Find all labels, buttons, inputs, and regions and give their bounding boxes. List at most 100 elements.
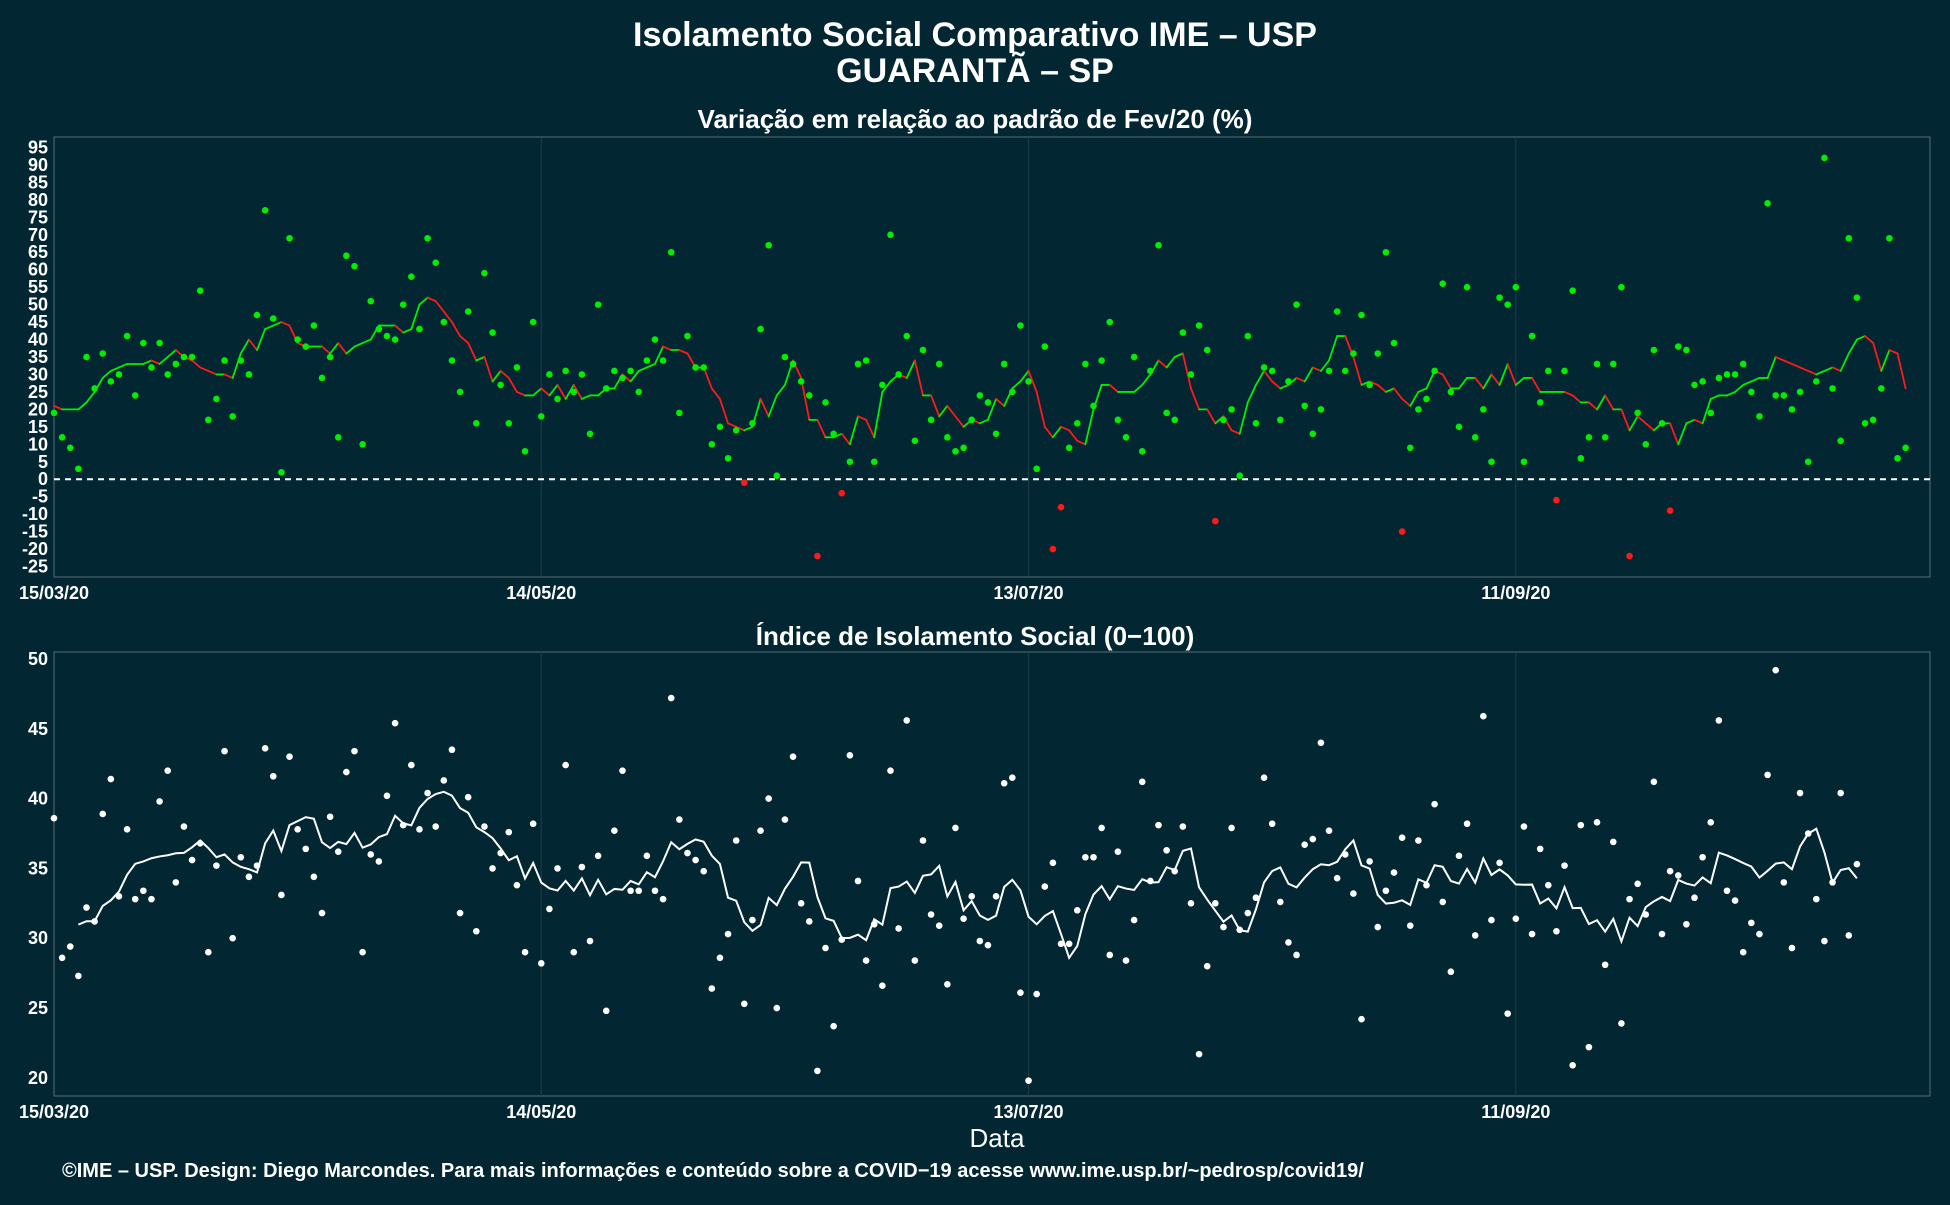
data-point (1366, 858, 1373, 865)
data-point (464, 793, 472, 801)
rolling-mean-segment (905, 359, 916, 379)
data-point (879, 982, 886, 989)
rolling-mean-segment (1019, 370, 1030, 383)
data-point (1260, 774, 1268, 781)
data-point (1788, 406, 1796, 413)
data-point (1017, 989, 1024, 996)
data-point (1593, 360, 1601, 368)
rolling-mean-segment (548, 384, 559, 397)
data-point (1796, 789, 1804, 797)
data-point (1504, 1010, 1511, 1017)
data-point (351, 747, 358, 755)
rolling-mean-segment (142, 359, 153, 365)
y-tick-label: 95 (28, 137, 48, 157)
data-point (294, 336, 301, 343)
data-point (846, 458, 854, 466)
data-point (66, 444, 74, 452)
rolling-mean-segment (1514, 377, 1525, 386)
data-point (1520, 823, 1528, 830)
y-tick-label: 65 (28, 242, 48, 262)
rolling-mean-segment (1896, 352, 1907, 390)
data-point (1374, 350, 1382, 357)
rolling-mean-segment (1263, 370, 1274, 383)
x-axis-title: Data (970, 1123, 1025, 1153)
data-point (1033, 990, 1040, 998)
data-point (1252, 894, 1260, 902)
data-point (1025, 378, 1032, 385)
data-point (1317, 739, 1325, 747)
data-point (1317, 406, 1325, 413)
data-point (253, 862, 261, 869)
data-point (115, 371, 123, 378)
rolling-mean-segment (881, 380, 892, 393)
data-point (107, 378, 115, 385)
data-point (1423, 881, 1430, 889)
credit-text: ©IME – USP. Design: Diego Marcondes. Par… (62, 1160, 1364, 1182)
rolling-mean-segment (1506, 363, 1517, 386)
rolling-mean-segment (1823, 366, 1834, 372)
rolling-mean-segment (930, 394, 941, 418)
data-point (1406, 444, 1414, 452)
rolling-mean-segment (556, 384, 567, 400)
data-point (1244, 909, 1252, 917)
rolling-mean-segment (516, 391, 526, 397)
data-point (1082, 853, 1089, 861)
rolling-mean-segment (418, 296, 429, 306)
data-point (1025, 1077, 1032, 1084)
data-point (1577, 821, 1585, 829)
data-point (1187, 371, 1195, 378)
data-point (741, 1000, 748, 1008)
data-point (1902, 444, 1909, 452)
data-point (1333, 308, 1341, 315)
data-point (188, 353, 196, 361)
data-point (1845, 234, 1853, 242)
data-point (992, 893, 1000, 900)
data-point (196, 839, 204, 847)
panel-index: 15/03/20 14/05/20 13/07/20 11/09/20 50 45 40 35… (19, 649, 1931, 1122)
x-tick-label: 11/09/20 (1481, 1102, 1550, 1122)
data-point (1699, 853, 1706, 861)
rolling-mean-segment (1441, 373, 1452, 390)
y-tick-label: 5 (38, 452, 48, 472)
data-point (164, 371, 171, 378)
rolling-mean-segment (532, 387, 543, 397)
y-tick-label: 20 (28, 1068, 48, 1088)
data-point (326, 353, 334, 361)
rolling-mean-segment (1157, 359, 1168, 369)
data-point (1772, 392, 1779, 399)
data-point (773, 1004, 781, 1012)
data-point (1130, 353, 1138, 361)
data-point (1666, 507, 1674, 514)
data-point (692, 856, 699, 864)
data-point (1764, 771, 1771, 779)
data-point (700, 364, 707, 371)
data-point (473, 927, 480, 935)
data-point (1756, 413, 1763, 420)
data-point (1333, 874, 1341, 882)
data-point (716, 954, 724, 962)
data-point (213, 395, 220, 403)
data-point (156, 339, 163, 347)
data-point (838, 936, 846, 943)
x-tick-label: 13/07/20 (994, 583, 1064, 603)
data-point (1341, 851, 1349, 858)
data-point (797, 378, 805, 385)
x-tick-label: 15/03/20 (19, 1102, 89, 1122)
data-point (1894, 454, 1901, 462)
data-point (651, 887, 659, 895)
data-point (221, 357, 228, 364)
data-point (1358, 311, 1365, 319)
data-point (619, 767, 626, 774)
rolling-mean-segment (53, 404, 64, 411)
rolling-mean-segment (1709, 394, 1720, 400)
data-point (1130, 916, 1138, 924)
plot-frame (53, 651, 1931, 1097)
y-tick-label: 30 (28, 364, 48, 384)
rolling-mean-segment (231, 352, 242, 379)
data-point (229, 413, 236, 420)
data-point (1285, 378, 1292, 385)
data-point (1626, 552, 1633, 560)
data-point (1065, 940, 1073, 948)
rolling-mean-segment (759, 398, 770, 418)
